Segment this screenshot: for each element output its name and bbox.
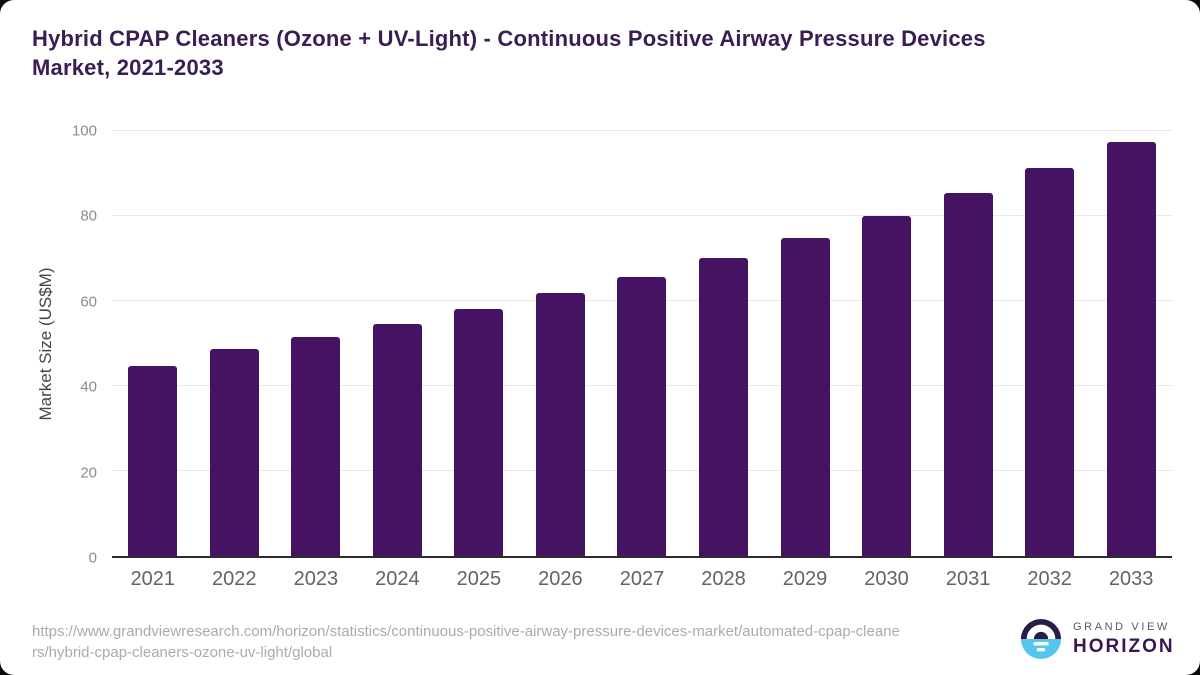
footer-source-url: https://www.grandviewresearch.com/horizo… (32, 621, 900, 663)
y-tick-60: 60 (80, 293, 97, 311)
bar-2028 (698, 258, 748, 556)
bar-2025 (454, 309, 504, 556)
bar-2021 (128, 366, 178, 556)
bar-column-2023 (275, 131, 357, 556)
y-tick-80: 80 (80, 207, 97, 225)
x-tick-2023: 2023 (293, 568, 339, 590)
gridline-80 (112, 215, 1172, 216)
bar-2023 (291, 336, 341, 556)
bar-column-2030 (846, 131, 928, 556)
bar-column-2033 (1090, 131, 1172, 556)
bar-column-2032 (1009, 131, 1091, 556)
plot-area (112, 130, 1172, 558)
bar-column-2027 (601, 131, 683, 556)
x-axis-labels: 2021 2022 2023 2024 2025 2026 2027 2028 2029 2030… (112, 568, 1172, 591)
bar-2026 (535, 292, 585, 556)
bar-2031 (943, 193, 993, 556)
x-tick-2032: 2032 (1027, 568, 1072, 590)
brand-name-top: GRAND VIEW (1073, 620, 1170, 633)
bar-column-2031 (927, 131, 1009, 556)
bar-column-2021 (112, 131, 194, 556)
brand-name: GRAND VIEW HORIZON (1073, 621, 1175, 658)
grand-view-horizon-logo: GRAND VIEW HORIZON (1020, 618, 1175, 660)
x-tick-2029: 2029 (782, 568, 828, 590)
x-tick-2030: 2030 (864, 568, 909, 590)
x-tick-2031: 2031 (945, 568, 991, 590)
x-tick-2033: 2033 (1108, 568, 1154, 590)
source-url-line-2: rs/hybrid-cpap-cleaners-ozone-uv-light/g… (32, 644, 333, 661)
y-axis-ticks: 0 20 40 60 80 100 (30, 123, 97, 567)
sunrise-horizon-icon (1020, 618, 1062, 660)
bar-2022 (209, 348, 259, 556)
x-tick-2022: 2022 (212, 568, 257, 590)
bar-column-2029 (764, 131, 846, 556)
y-tick-0: 0 (88, 549, 97, 567)
y-tick-20: 20 (80, 464, 97, 482)
page-title: Hybrid CPAP Cleaners (Ozone + UV-Light) … (32, 24, 986, 82)
bar-column-2024 (357, 131, 439, 556)
bar-2033 (1106, 141, 1156, 556)
x-tick-2028: 2028 (701, 568, 746, 590)
bar-column-2026 (520, 131, 602, 556)
x-tick-2027: 2027 (619, 568, 665, 590)
x-tick-2024: 2024 (375, 568, 420, 590)
bar-series (112, 131, 1172, 556)
y-tick-40: 40 (80, 378, 97, 396)
x-tick-2021: 2021 (130, 568, 176, 590)
bar-column-2022 (194, 131, 276, 556)
brand-name-bottom: HORIZON (1073, 635, 1175, 657)
bar-2024 (372, 323, 422, 556)
bar-2030 (862, 215, 912, 556)
x-tick-2025: 2025 (456, 568, 502, 590)
x-tick-2026: 2026 (538, 568, 583, 590)
bar-2027 (617, 276, 667, 556)
bar-2032 (1025, 168, 1075, 556)
page-title-line-1: Hybrid CPAP Cleaners (Ozone + UV-Light) … (32, 26, 986, 51)
page-title-line-2: Market, 2021-2033 (32, 55, 224, 80)
bar-column-2028 (683, 131, 765, 556)
gridline-100 (112, 130, 1172, 131)
bar-2029 (780, 238, 830, 556)
y-tick-100: 100 (71, 122, 97, 140)
bar-column-2025 (438, 131, 520, 556)
source-url-line-1: https://www.grandviewresearch.com/horizo… (32, 623, 900, 640)
